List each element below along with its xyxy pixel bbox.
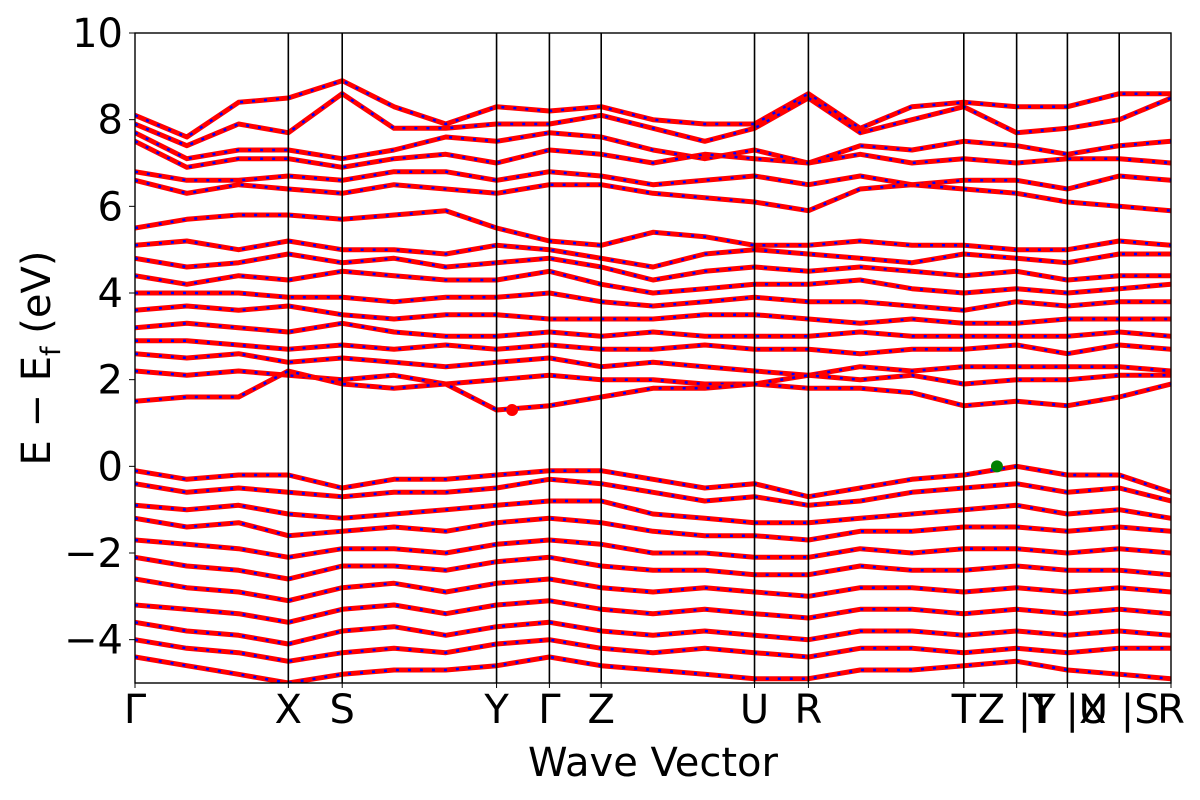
x-tick-label-11: U |S xyxy=(1079,687,1160,733)
band-line-10 xyxy=(135,290,1171,313)
x-tick-label-1: X xyxy=(275,687,302,733)
band-line-25 xyxy=(135,619,1171,647)
x-tick-label-2: S xyxy=(330,687,355,733)
x-tick-label-7: R xyxy=(795,687,823,733)
band-line-14 xyxy=(135,351,1171,378)
x-tick-label-9: Z |Y xyxy=(978,687,1057,733)
high-symmetry-lines xyxy=(287,33,1120,683)
x-tick-label-0: Γ xyxy=(124,687,147,733)
band-line-16 xyxy=(135,368,1171,413)
y-axis-ticks: −4 −2 0 2 4 6 8 10 xyxy=(64,11,135,664)
y-tick-label-2: 0 xyxy=(98,444,123,490)
y-tick-label-3: 2 xyxy=(98,358,123,404)
y-axis-title-subscript: f xyxy=(36,345,67,356)
x-tick-label-5: Z xyxy=(587,687,614,733)
band-line-7 xyxy=(135,238,1171,270)
y-tick-label-6: 8 xyxy=(98,98,123,144)
y-axis-title-unit: (eV) xyxy=(14,251,60,347)
y-tick-label-5: 6 xyxy=(98,184,123,230)
band-line-23 xyxy=(135,576,1171,604)
band-line-24 xyxy=(135,598,1171,625)
band-line-overlay-1 xyxy=(135,92,1171,148)
extrema-markers xyxy=(506,404,1003,473)
y-tick-label-4: 4 xyxy=(98,271,123,317)
plot-frame xyxy=(134,32,1172,684)
band-line-8 xyxy=(135,251,1171,283)
band-line-9 xyxy=(135,268,1171,296)
y-axis-title-base: E − E xyxy=(14,356,60,466)
cbm-marker xyxy=(506,404,519,416)
band-line-5 xyxy=(135,177,1171,214)
band-line-4 xyxy=(135,169,1171,192)
band-line-overlay-3 xyxy=(135,140,1171,169)
band-line-overlay-13 xyxy=(135,339,1171,355)
vbm-marker xyxy=(990,460,1003,473)
band-line-20 xyxy=(135,515,1171,543)
band-line-27 xyxy=(135,654,1171,683)
x-tick-label-6: U xyxy=(740,687,769,733)
band-line-overlay-11 xyxy=(135,304,1171,325)
x-tick-label-8: T xyxy=(951,687,977,733)
x-tick-label-3: Y xyxy=(483,687,509,733)
y-tick-label-7: 10 xyxy=(72,11,123,57)
band-line-26 xyxy=(135,637,1171,664)
y-axis-title: E − Ef (eV) xyxy=(14,251,67,466)
x-tick-label-10: T |X xyxy=(1027,687,1106,733)
band-line-22 xyxy=(135,554,1171,582)
band-line-0 xyxy=(135,78,1171,140)
band-line-21 xyxy=(135,537,1171,560)
x-axis-title: Wave Vector xyxy=(528,740,779,786)
band-line-12 xyxy=(135,320,1171,339)
band-line-overlay-2 xyxy=(135,131,1171,165)
band-line-6 xyxy=(135,208,1171,253)
x-tick-label-12: R xyxy=(1157,687,1185,733)
band-line-19 xyxy=(135,498,1171,526)
x-tick-label-4: Γ xyxy=(538,687,561,733)
band-line-18 xyxy=(135,476,1171,508)
y-tick-label-1: −2 xyxy=(64,531,123,577)
y-tick-label-0: −4 xyxy=(64,618,123,664)
